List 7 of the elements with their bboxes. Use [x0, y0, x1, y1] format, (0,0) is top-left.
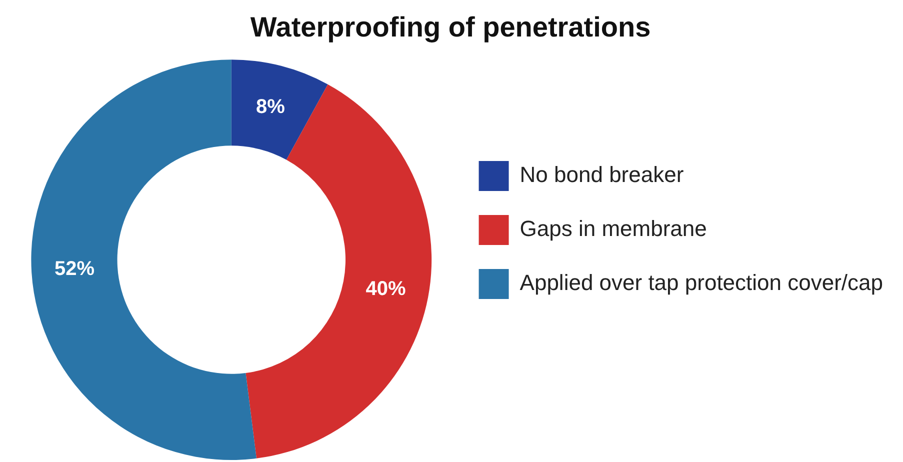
legend-label: No bond breaker [520, 162, 684, 188]
legend-label: Applied over tap protection cover/cap [520, 270, 884, 296]
legend-label: Gaps in membrane [520, 216, 707, 242]
data-label: 52% [54, 258, 95, 280]
chart-title: Waterproofing of penetrations [250, 12, 651, 43]
data-label: 8% [256, 96, 286, 118]
data-label: 40% [366, 278, 406, 300]
